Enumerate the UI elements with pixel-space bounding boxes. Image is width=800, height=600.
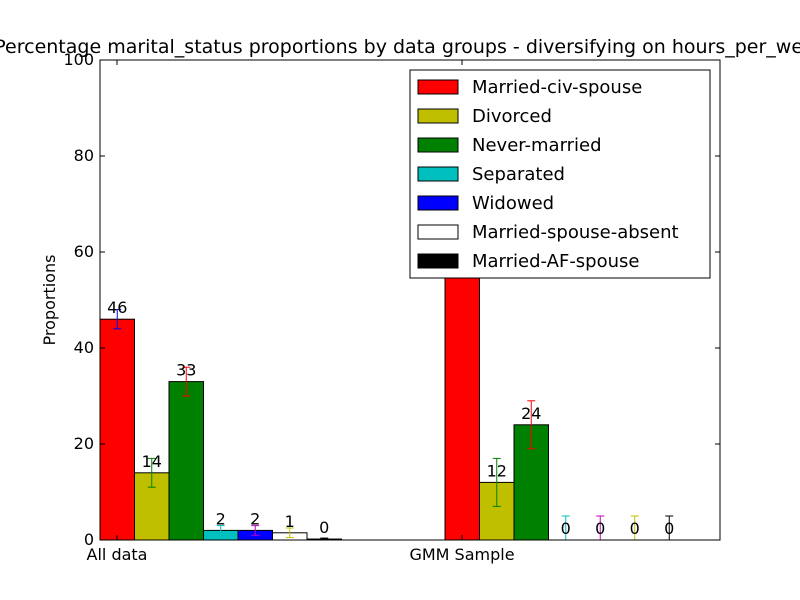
- legend-entry-3: Separated: [417, 164, 565, 185]
- chart-title: Percentage marital_status proportions by…: [0, 36, 800, 58]
- value-label-4-0: 2: [250, 509, 260, 528]
- legend-entry-6: Married-AF-spouse: [417, 251, 639, 272]
- legend-swatch: [417, 166, 459, 182]
- legend-swatch: [417, 224, 459, 240]
- value-label-1-1: 12: [487, 461, 507, 480]
- legend-label: Married-civ-spouse: [472, 77, 642, 98]
- value-label-4-1: 0: [595, 519, 605, 538]
- y-tick-label-3: 60: [74, 242, 94, 261]
- legend-label: Separated: [472, 164, 565, 185]
- bar-0-1: [444, 275, 480, 540]
- x-tick-label-1: GMM Sample: [409, 545, 514, 564]
- value-label-0-0: 46: [107, 298, 127, 317]
- value-label-3-0: 2: [216, 509, 226, 528]
- bar-0-0: [100, 318, 135, 540]
- legend-swatch: [417, 108, 459, 124]
- legend-entry-2: Never-married: [417, 135, 602, 156]
- plot-frame: [99, 59, 721, 541]
- legend-label: Married-spouse-absent: [472, 222, 679, 243]
- y-tick-label-1: 20: [74, 434, 94, 453]
- legend-label: Married-AF-spouse: [472, 251, 639, 272]
- error-bar-3-1: [561, 515, 570, 540]
- value-label-5-1: 0: [630, 519, 640, 538]
- y-tick-label-5: 100: [63, 50, 94, 69]
- value-label-1-0: 14: [142, 452, 162, 471]
- y-tick-label-0: 0: [84, 530, 94, 549]
- plot-area: [100, 275, 674, 540]
- legend-swatch: [417, 195, 459, 211]
- bar-2-0: [168, 381, 204, 540]
- value-label-2-0: 33: [176, 361, 196, 380]
- value-label-5-0: 1: [285, 512, 295, 531]
- legend-box: [409, 69, 711, 279]
- error-bar-2-1: [527, 400, 536, 450]
- value-label-6-0: 0: [319, 518, 329, 537]
- x-tick-label-0: All data: [87, 545, 148, 564]
- error-bar-1-1: [492, 457, 501, 507]
- legend-swatch: [417, 253, 459, 269]
- y-tick-label-2: 40: [74, 338, 94, 357]
- legend-swatch: [417, 79, 459, 95]
- error-bar-3-0: [216, 525, 225, 536]
- legend-label: Divorced: [472, 106, 552, 127]
- value-label-2-1: 24: [521, 404, 541, 423]
- error-bar-5-0: [285, 527, 294, 539]
- value-label-3-1: 0: [561, 519, 571, 538]
- legend-entry-5: Married-spouse-absent: [417, 222, 679, 243]
- error-bar-5-1: [630, 515, 639, 540]
- legend-label: Widowed: [472, 193, 554, 214]
- y-axis-label: Proportions: [40, 255, 59, 346]
- error-bar-0-0: [113, 309, 122, 330]
- error-bar-1-0: [147, 457, 156, 488]
- error-bar-4-0: [251, 525, 260, 536]
- error-bar-4-1: [596, 515, 605, 540]
- y-tick-label-4: 80: [74, 146, 94, 165]
- legend-entry-0: Married-civ-spouse: [417, 77, 642, 98]
- error-bar-2-0: [182, 366, 191, 397]
- legend: Married-civ-spouse Divorced Never-married S…: [409, 69, 711, 279]
- legend-entry-1: Divorced: [417, 106, 552, 127]
- value-label-6-1: 0: [664, 519, 674, 538]
- legend-swatch: [417, 137, 459, 153]
- error-bar-6-1: [665, 515, 674, 540]
- legend-entry-4: Widowed: [417, 193, 554, 214]
- legend-label: Never-married: [472, 135, 602, 156]
